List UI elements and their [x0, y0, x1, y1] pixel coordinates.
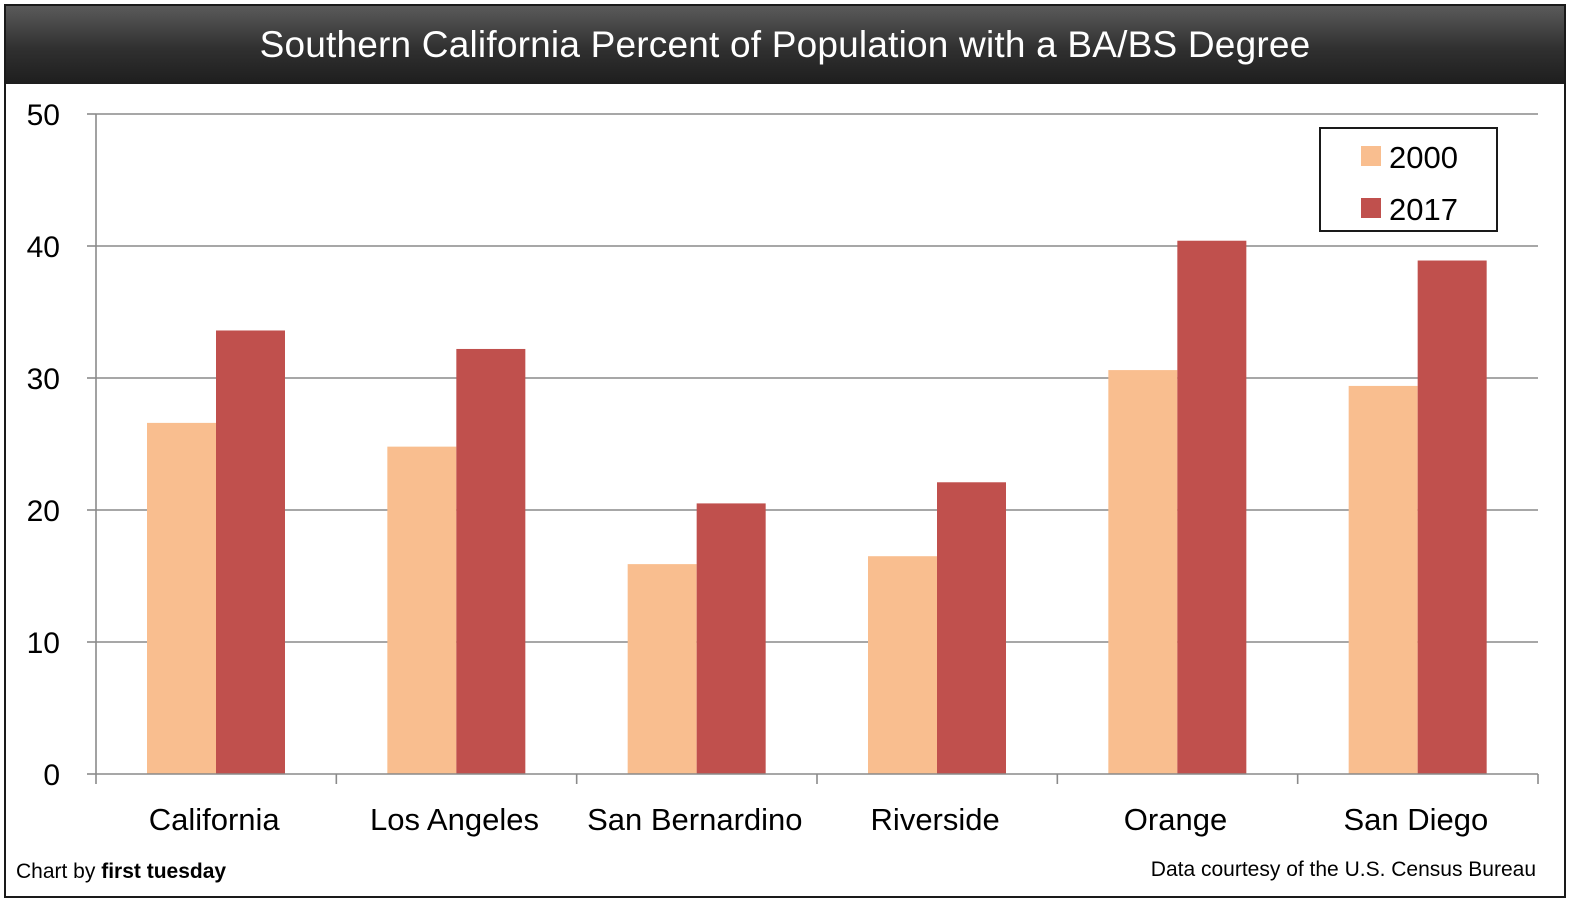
bar-2000-4: [1108, 370, 1178, 774]
legend-swatch-2000: [1361, 146, 1381, 166]
y-tick-label-0: 0: [43, 759, 60, 792]
chart-title: Southern California Percent of Populatio…: [259, 24, 1311, 65]
y-tick-label-40: 40: [27, 231, 60, 264]
bar-2000-3: [868, 556, 937, 774]
bar-2017-3: [937, 482, 1006, 774]
bar-2000-0: [147, 422, 216, 774]
x-tick-label-3: Riverside: [871, 802, 1000, 837]
chart-credit: Chart by first tuesday: [16, 860, 226, 884]
data-source: Data courtesy of the U.S. Census Bureau: [1150, 858, 1536, 881]
x-tick-label-2: San Bernardino: [587, 802, 802, 837]
bar-2000-5: [1348, 385, 1418, 774]
bar-2017-5: [1417, 260, 1487, 774]
x-tick-label-5: San Diego: [1343, 802, 1488, 837]
x-tick-label-0: California: [149, 802, 281, 837]
bar-2017-2: [696, 503, 766, 774]
bar-2017-4: [1177, 240, 1247, 775]
bar-2017-0: [216, 330, 285, 774]
legend-label-2017: 2017: [1389, 192, 1458, 227]
chart-credit-prefix: Chart by: [16, 860, 102, 883]
legend-label-2000: 2000: [1389, 140, 1458, 175]
y-tick-label-10: 10: [27, 627, 60, 660]
bar-2017-1: [456, 348, 526, 774]
y-tick-label-20: 20: [27, 495, 60, 528]
x-tick-label-1: Los Angeles: [370, 802, 539, 837]
bar-2000-2: [627, 564, 697, 774]
legend-swatch-2017: [1361, 198, 1381, 218]
bar-2000-1: [387, 446, 457, 774]
y-tick-label-30: 30: [27, 363, 60, 396]
title-bar: Southern California Percent of Populatio…: [6, 6, 1564, 84]
chart-credit-brand: first tuesday: [101, 860, 227, 883]
x-tick-label-4: Orange: [1124, 802, 1227, 837]
y-tick-label-50: 50: [27, 99, 60, 132]
legend-box: [1319, 127, 1498, 232]
